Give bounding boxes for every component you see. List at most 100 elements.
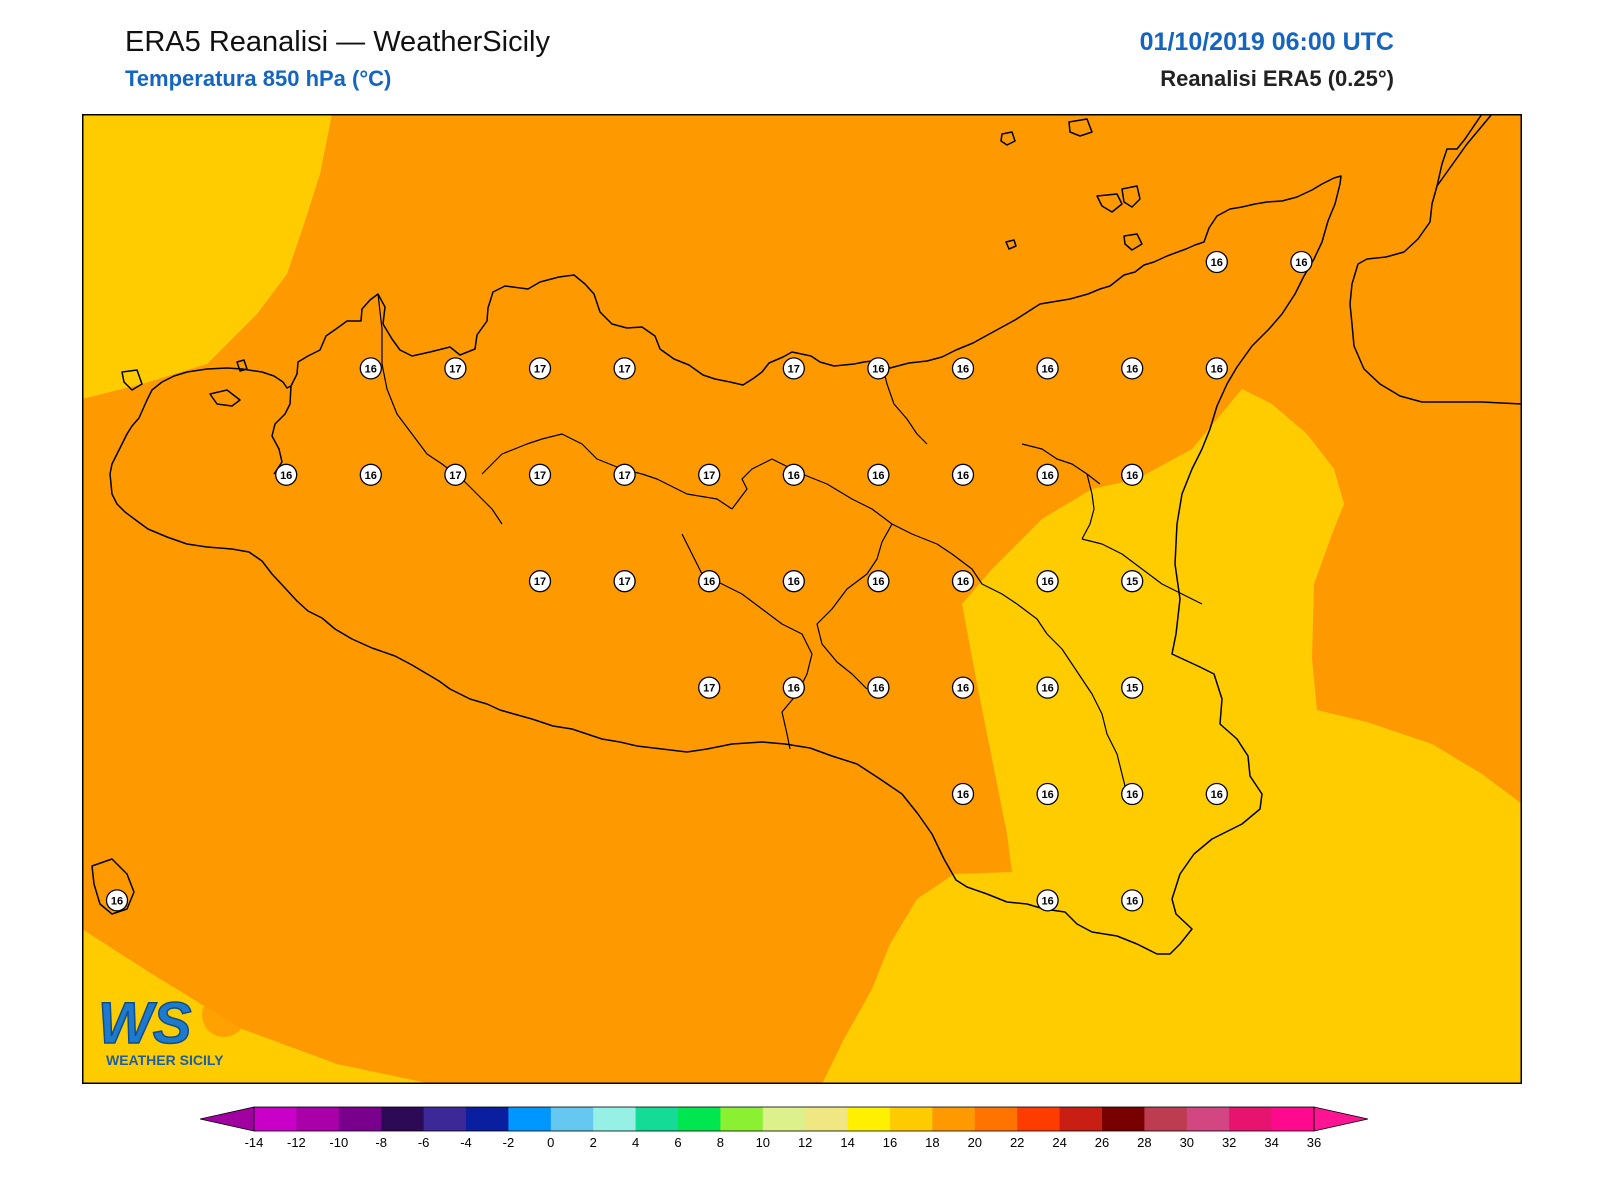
map-datetime: 01/10/2019 06:00 UTC: [1139, 28, 1394, 56]
grid-point-value: 16: [872, 470, 884, 482]
legend-color-swatch: [678, 1107, 721, 1131]
grid-point: 16: [1121, 357, 1144, 380]
grid-point-marker: [613, 570, 636, 593]
grid-point-value: 16: [703, 576, 715, 588]
legend-tick-label: -8: [375, 1135, 387, 1150]
grid-point-value: 16: [872, 576, 884, 588]
grid-point-marker: [1290, 250, 1313, 274]
grid-point-marker: [698, 463, 721, 486]
grid-point-marker: [528, 463, 552, 486]
legend-tick-label: 32: [1222, 1135, 1236, 1150]
grid-point-value: 16: [111, 895, 123, 907]
band-14-16-area-southeast: [822, 389, 1522, 1084]
grid-point-value: 17: [534, 363, 546, 375]
legend-tick-label: -2: [503, 1135, 515, 1150]
grid-point-marker: [1036, 570, 1059, 593]
grid-point-value: 17: [449, 470, 461, 482]
legend-tick-label: 24: [1052, 1135, 1066, 1150]
grid-point: 16: [951, 463, 975, 486]
grid-point: 16: [105, 889, 129, 912]
legend-tick-label: -10: [329, 1135, 348, 1150]
legend-tick-label: -12: [287, 1135, 306, 1150]
grid-point-marker: [1205, 250, 1228, 274]
legend-high-arrow: [1313, 1106, 1369, 1132]
grid-point: 16: [1036, 570, 1059, 593]
grid-point-marker: [528, 357, 552, 380]
legend-tick-label: 20: [968, 1135, 982, 1150]
grid-point-marker: [1121, 889, 1144, 912]
legend-color-swatch: [932, 1107, 976, 1131]
grid-point: 17: [444, 357, 467, 380]
vulcano-island: [1121, 185, 1141, 208]
grid-point: 15: [1121, 676, 1144, 699]
province-borders: [377, 293, 1203, 795]
grid-point-value: 15: [1126, 576, 1138, 588]
grid-point-marker: [867, 676, 890, 699]
grid-point-value: 16: [1211, 363, 1223, 375]
map-source: Reanalisi ERA5 (0.25°): [1160, 66, 1394, 91]
grid-point: 16: [782, 570, 805, 593]
grid-point-value: 17: [618, 363, 630, 375]
grid-point-value: 17: [534, 576, 546, 588]
legend-color-swatch: [423, 1107, 467, 1131]
grid-point-value: 17: [703, 683, 715, 695]
grid-point-value: 16: [1041, 683, 1053, 695]
grid-point: 16: [867, 357, 890, 380]
legend-color-swatch: [1059, 1107, 1103, 1131]
map-frame: [82, 114, 1522, 1084]
grid-point: 16: [867, 570, 890, 593]
grid-point-marker: [951, 570, 975, 593]
grid-point-marker: [528, 570, 552, 593]
legend-tick-label: 14: [840, 1135, 854, 1150]
grid-point-value: 16: [1126, 895, 1138, 907]
grid-point-marker: [782, 357, 805, 380]
calabria-coast: [1349, 114, 1522, 405]
grid-point-value: 16: [957, 683, 969, 695]
grid-point: 16: [782, 463, 805, 486]
grid-point-marker: [951, 463, 975, 486]
legend-tick-label: 30: [1180, 1135, 1194, 1150]
map-title: ERA5 Reanalisi — WeatherSicily: [125, 26, 550, 58]
temperature-map: 16 16 16 17 17 17 17 16 16 16 16 16 16 16 17 17 17 17 16 16…: [82, 114, 1522, 1084]
legend-tick-label: -6: [418, 1135, 430, 1150]
legend-color-swatch: [508, 1107, 552, 1131]
legend-color-swatch: [1271, 1107, 1315, 1131]
color-legend: -14 -12 -10 -8 -6 -4 -2 0 2 4 6 8 10 12 14 16 18 20 22 24 26…: [199, 1105, 1400, 1165]
grid-point-marker: [867, 463, 890, 486]
grid-point-value: 16: [957, 789, 969, 801]
grid-point-value: 16: [1041, 470, 1053, 482]
legend-color-swatch: [1017, 1107, 1061, 1131]
grid-point-marker: [867, 357, 890, 380]
grid-point-value: 16: [365, 363, 377, 375]
grid-point-marker: [1121, 570, 1144, 593]
weathersicily-logo: WS WEATHER SICILY: [96, 985, 256, 1075]
grid-point: 16: [1036, 889, 1059, 912]
grid-point-marker: [444, 463, 467, 486]
grid-point: 16: [275, 463, 298, 486]
grid-point-value: 16: [1041, 363, 1053, 375]
grid-point: 16: [951, 357, 975, 380]
legend-tick-label: 6: [674, 1135, 681, 1150]
grid-point-marker: [105, 889, 129, 912]
grid-point-value: 16: [1211, 257, 1223, 269]
grid-point-value: 16: [957, 576, 969, 588]
grid-point-value: 16: [957, 470, 969, 482]
band-14-16-area-northwest: [82, 114, 332, 399]
lipari-island: [1096, 193, 1123, 213]
grid-point: 16: [867, 676, 890, 699]
legend-color-swatch: [296, 1107, 340, 1131]
logo-letters: WS: [98, 991, 192, 1056]
legend-color-swatch: [593, 1107, 637, 1131]
grid-point: 16: [782, 676, 805, 699]
ustica-island: [1005, 239, 1017, 250]
sicily-coast: [109, 175, 1342, 955]
grid-point: 16: [1036, 676, 1059, 699]
grid-point: 16: [1036, 463, 1059, 486]
grid-point-value: 17: [788, 363, 800, 375]
grid-point: 16: [1121, 889, 1144, 912]
grid-point-value: 16: [1041, 895, 1053, 907]
grid-points: 16 16 16 17 17 17 17 16 16 16 16 16 16 16 17 17 17 17 16 16…: [105, 250, 1313, 912]
grid-point-marker: [1036, 357, 1059, 380]
legend-color-swatch: [1102, 1107, 1145, 1131]
legend-low-arrow: [199, 1106, 255, 1132]
